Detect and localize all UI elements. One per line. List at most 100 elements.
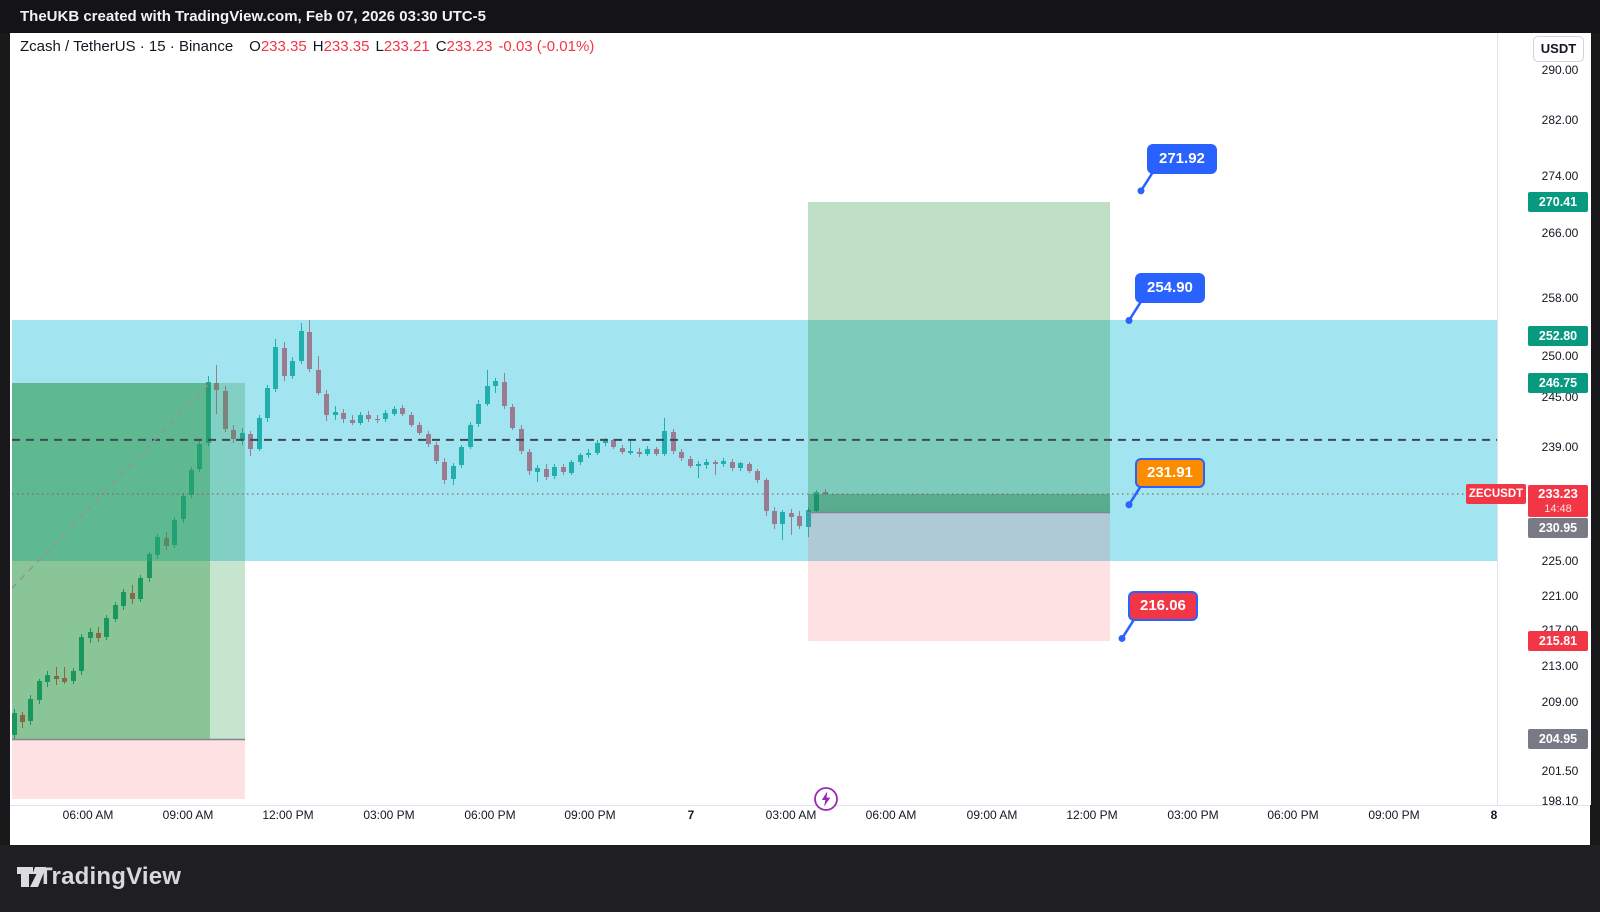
price-tick-label: 198.10	[1541, 794, 1579, 808]
candle	[341, 412, 347, 420]
candle	[374, 418, 380, 421]
drawing-price-label: 252.80	[1528, 325, 1588, 346]
candle	[611, 440, 617, 447]
candle	[814, 491, 820, 511]
candle	[239, 432, 245, 441]
ohlc-high-key: H	[312, 38, 324, 55]
left-position-profit-b[interactable]	[210, 382, 245, 740]
candle	[636, 451, 642, 454]
candle	[679, 451, 685, 459]
candle	[755, 471, 761, 481]
candle	[484, 386, 490, 404]
candle	[712, 462, 718, 465]
candle-wick	[782, 509, 784, 540]
candle	[695, 464, 701, 466]
left-position-profit[interactable]	[12, 382, 210, 740]
candle	[391, 408, 397, 414]
candle	[543, 468, 549, 478]
candle	[670, 432, 676, 452]
price-callout[interactable]: 231.91	[1135, 457, 1205, 488]
ohlc-open-key: O	[249, 38, 261, 55]
ohlc-low-value: 233.21	[383, 38, 430, 55]
candle	[788, 512, 794, 518]
candle	[763, 480, 769, 511]
price-scale-currency-button[interactable]: USDT	[1533, 36, 1584, 62]
candle	[510, 407, 516, 428]
candle	[772, 511, 777, 524]
candle	[400, 407, 406, 414]
candle	[552, 466, 558, 477]
candle	[628, 451, 634, 453]
candle	[256, 417, 262, 449]
candle	[366, 415, 372, 419]
ohlc-close-key: C	[435, 38, 447, 55]
candle	[281, 348, 287, 377]
symbol-header[interactable]: Zcash / TetherUS · 15 · Binance O233.35 H2…	[20, 38, 594, 55]
candle	[805, 509, 811, 527]
left-position-loss[interactable]	[12, 739, 245, 800]
time-tick-label: 09:00 PM	[564, 808, 616, 822]
ohlc-open-value: 233.35	[260, 38, 307, 55]
candle	[729, 461, 735, 469]
right-position-profit[interactable]	[808, 201, 1110, 513]
candle	[357, 414, 363, 423]
candle-wick	[697, 460, 699, 478]
candle	[349, 419, 355, 423]
attribution-text: TheUKB created with TradingView.com, Feb…	[20, 8, 486, 25]
candle	[332, 412, 338, 416]
right-position-entry-band[interactable]	[808, 493, 1110, 513]
candle	[248, 433, 254, 450]
candle	[383, 412, 389, 420]
ohlc-close-value: 233.23	[446, 38, 493, 55]
price-tick-label: 239.00	[1541, 440, 1579, 454]
candle	[526, 451, 532, 472]
candle	[569, 462, 575, 474]
time-tick-label: 06:00 PM	[1267, 808, 1319, 822]
tradingview-logo-icon[interactable]	[17, 866, 47, 890]
candle	[619, 447, 625, 452]
price-tick-label: 245.00	[1541, 390, 1579, 404]
symbol-title[interactable]: Zcash / TetherUS · 15 · Binance	[20, 38, 234, 55]
candle	[450, 465, 456, 479]
candle-wick	[714, 460, 716, 476]
footer-bar: TradingView	[0, 845, 1600, 912]
candle	[265, 387, 270, 418]
price-callout[interactable]: 216.06	[1128, 591, 1198, 622]
candle	[307, 332, 313, 370]
candle-wick	[630, 438, 632, 456]
candle	[459, 447, 465, 465]
flash-icon[interactable]	[813, 786, 839, 817]
time-tick-label: 09:00 AM	[162, 808, 214, 822]
right-position-loss[interactable]	[808, 512, 1110, 641]
tradingview-logo-text[interactable]: TradingView	[38, 863, 182, 890]
time-tick-label: 09:00 PM	[1368, 808, 1420, 822]
ohlc-high-value: 233.35	[323, 38, 370, 55]
price-callout[interactable]: 254.90	[1135, 273, 1205, 304]
candle	[214, 383, 220, 391]
price-axis[interactable]	[1497, 33, 1591, 805]
candle	[408, 414, 414, 425]
time-axis[interactable]	[10, 805, 1590, 846]
time-tick-label: 06:00 AM	[62, 808, 114, 822]
price-tick-label: 213.00	[1541, 659, 1579, 673]
change-value: -0.03 (-0.01%)	[498, 38, 595, 55]
candle	[746, 464, 752, 471]
candle	[780, 512, 786, 525]
time-tick-label: 03:00 PM	[363, 808, 415, 822]
price-tick-label: 290.00	[1541, 63, 1579, 77]
price-tick-label: 282.00	[1541, 113, 1579, 127]
ohlc-low-key: L	[375, 38, 384, 55]
candle	[586, 452, 592, 456]
price-tick-label: 266.00	[1541, 226, 1579, 240]
price-callout[interactable]: 271.92	[1147, 143, 1217, 174]
price-tick-label: 258.00	[1541, 291, 1579, 305]
candle	[434, 445, 439, 461]
candle	[687, 459, 693, 466]
candle	[493, 381, 499, 387]
time-tick-label: 09:00 AM	[966, 808, 1018, 822]
price-tick-label: 250.00	[1541, 349, 1579, 363]
candle	[298, 331, 304, 361]
candle	[324, 393, 330, 416]
bar-countdown: 14:48	[1544, 503, 1572, 515]
